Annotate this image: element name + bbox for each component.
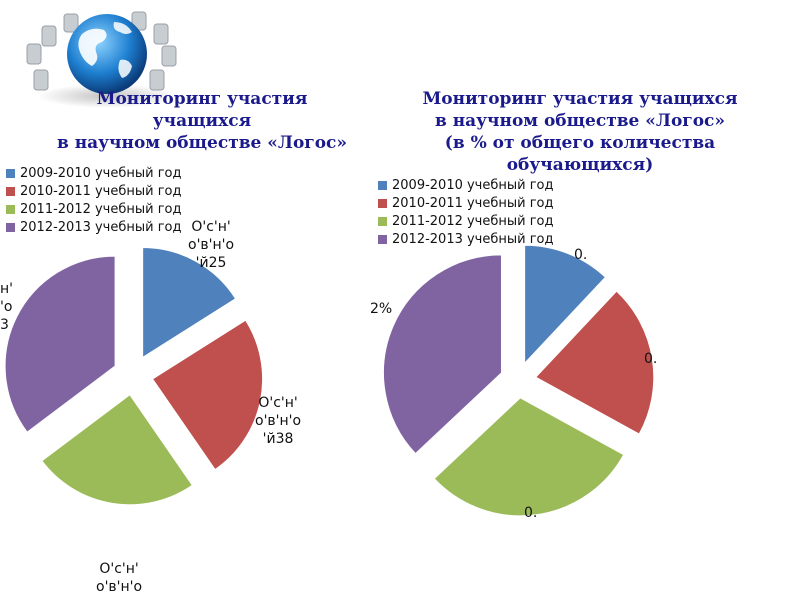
legend-item: 2011-2012 учебный год [6, 200, 182, 218]
left-pie-slice-3 [41, 394, 193, 506]
label-line: н' [0, 281, 14, 297]
right-title-line-2: в научном обществе «Логос» [434, 111, 726, 131]
label-line: О'с'н' [191, 219, 231, 235]
right-slice-label-4: 2% [370, 301, 393, 317]
right-title-line-1: Мониторинг участия учащихся [422, 89, 738, 109]
label-line: 'й38 [262, 431, 294, 447]
label-line: О'с'н' [258, 395, 298, 411]
right-slice-label-1: 0. [574, 247, 588, 263]
label-line: о'в'н'о [188, 237, 235, 253]
label-line: о'в'н'о [96, 579, 143, 595]
right-title-line-4: обучающихся) [506, 155, 654, 175]
left-title-line-2: учащихся [152, 111, 252, 131]
right-pie-slice-1 [524, 244, 607, 365]
left-slice-label-3: О'с'н' о'в'н'о [96, 560, 142, 596]
left-slice-label-2: О'с'н' о'в'н'о 'й38 [255, 394, 301, 448]
legend-label: 2010-2011 учебный год [20, 183, 182, 199]
right-title-line-3: (в % от общего количества [444, 133, 716, 153]
right-chart-title: Мониторинг участия учащихся в научном об… [390, 88, 770, 176]
legend-label: 2011-2012 учебный год [20, 201, 182, 217]
legend-label: 2010-2011 учебный год [392, 195, 554, 211]
legend-swatch [378, 180, 387, 190]
label-line: 'о [0, 299, 13, 315]
left-title-line-3: в научном обществе «Логос» [56, 133, 348, 153]
left-slice-label-4: н' 'о 3 [0, 280, 13, 334]
legend-label: 2012-2013 учебный год [20, 219, 182, 235]
right-slice-label-2: 0. [644, 351, 658, 367]
legend-item: 2009-2010 учебный год [378, 176, 554, 194]
right-pie-slice-4 [382, 254, 502, 455]
right-slice-label-3: 0. [524, 505, 538, 521]
legend-label: 2012-2013 учебный год [392, 231, 554, 247]
legend-item: 2012-2013 учебный год [378, 230, 554, 248]
label-line: о'в'н'о [255, 413, 302, 429]
legend-swatch [6, 186, 15, 196]
label-line: 'й25 [195, 255, 227, 271]
legend-swatch [378, 234, 387, 244]
label-line: 3 [0, 317, 9, 333]
legend-swatch [378, 198, 387, 208]
legend-item: 2011-2012 учебный год [378, 212, 554, 230]
right-pie-slice-2 [534, 290, 655, 435]
right-pie-slice-3 [433, 397, 625, 517]
legend-swatch [6, 222, 15, 232]
left-chart-title: Мониторинг участия учащихся в научном об… [52, 88, 352, 154]
legend-label: 2009-2010 учебный год [392, 177, 554, 193]
legend-label: 2011-2012 учебный год [392, 213, 554, 229]
globe-logo [26, 11, 177, 108]
legend-swatch [6, 168, 15, 178]
left-pie-slice-2 [151, 319, 264, 471]
left-pie-slice-4 [4, 255, 116, 433]
legend-item: 2009-2010 учебный год [6, 164, 182, 182]
legend-item: 2010-2011 учебный год [6, 182, 182, 200]
label-line: О'с'н' [99, 561, 139, 577]
legend-item: 2010-2011 учебный год [378, 194, 554, 212]
left-title-line-1: Мониторинг участия [96, 89, 308, 109]
legend-swatch [6, 204, 15, 214]
left-pie-slice-1 [142, 246, 237, 359]
legend-label: 2009-2010 учебный год [20, 165, 182, 181]
legend-swatch [378, 216, 387, 226]
left-chart-legend: 2009-2010 учебный год 2010-2011 учебный … [6, 164, 182, 236]
left-slice-label-1: О'с'н' о'в'н'о 'й25 [188, 218, 234, 272]
legend-item: 2012-2013 учебный год [6, 218, 182, 236]
right-chart-legend: 2009-2010 учебный год 2010-2011 учебный … [378, 176, 554, 248]
